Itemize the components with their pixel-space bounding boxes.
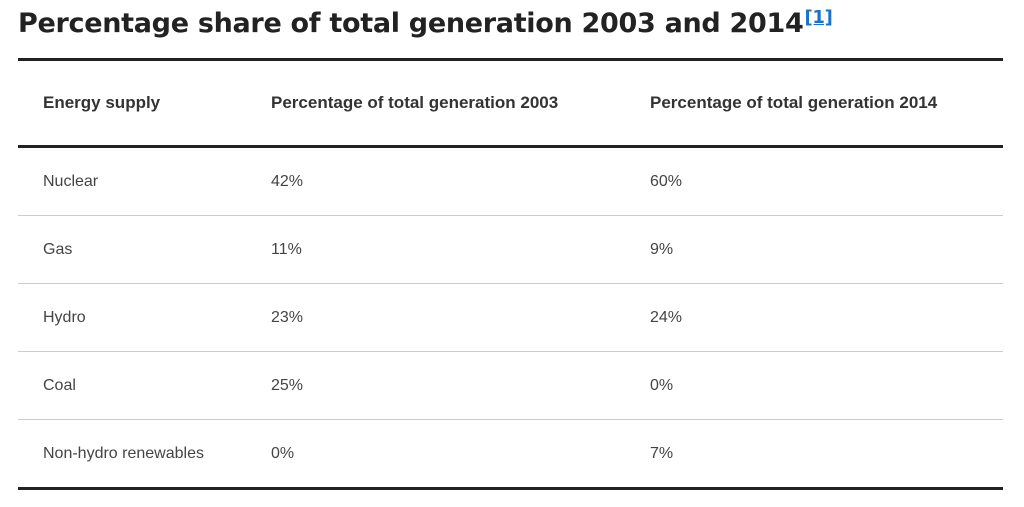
column-header-energy-supply: Energy supply [18, 59, 246, 148]
column-header-2014: Percentage of total generation 2014 [625, 59, 1003, 148]
page-title: Percentage share of total generation 200… [18, 4, 833, 44]
percentage-2014-cell: 7% [650, 444, 674, 462]
energy-supply-cell: Coal [18, 351, 246, 420]
percentage-2003-cell: 0% [271, 444, 295, 462]
table-row: Non-hydro renewables 0% 7% [18, 420, 1003, 489]
percentage-2014-cell: 9% [625, 215, 1003, 284]
footnote-ref: [1] [805, 7, 833, 28]
footnote-link[interactable]: [1] [804, 7, 833, 28]
percentage-2003-cell: 23% [246, 283, 625, 352]
percentage-2003-cell: 42% [246, 146, 625, 216]
table-row: Hydro 23% 24% [18, 283, 1003, 352]
table-row: Coal 25% 0% [18, 351, 1003, 420]
energy-supply-cell: Nuclear [18, 146, 246, 216]
energy-supply-cell: Gas [18, 215, 246, 284]
percentage-2003-cell: 25% [246, 351, 625, 420]
percentage-2014-cell: 0% [625, 351, 1003, 420]
percentage-2014-cell: 60% [625, 146, 1003, 216]
percentage-2014-cell: 24% [625, 283, 1003, 352]
table-row: Gas 11% 9% [18, 215, 1003, 284]
percentage-2003-cell: 11% [246, 215, 625, 284]
table-header-row: Energy supply Percentage of total genera… [18, 59, 1003, 148]
energy-supply-cell: Hydro [18, 283, 246, 352]
energy-supply-cell: Non-hydro renewables [43, 444, 204, 462]
table-row: Nuclear 42% 60% [18, 146, 1003, 216]
column-header-2003: Percentage of total generation 2003 [246, 59, 625, 148]
title-text: Percentage share of total generation 200… [18, 8, 804, 39]
generation-table-container: Energy supply Percentage of total genera… [18, 58, 1003, 490]
generation-table: Energy supply Percentage of total genera… [18, 58, 1003, 490]
